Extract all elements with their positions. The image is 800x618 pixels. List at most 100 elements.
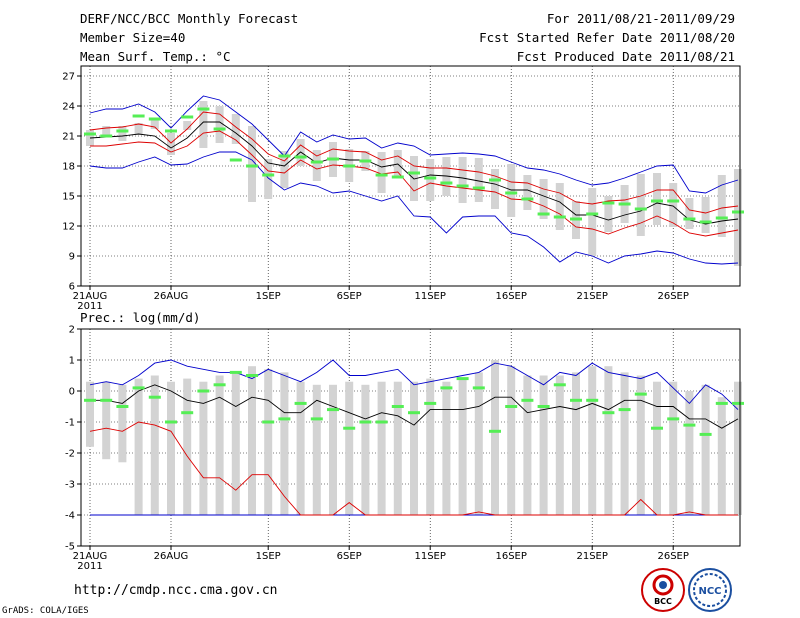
x-tick-label: 6SEP — [337, 551, 362, 562]
member-size: Member Size=40 — [80, 30, 186, 45]
spread-bar — [734, 169, 742, 266]
spread-bar — [491, 169, 499, 209]
obs-marker — [197, 107, 210, 111]
obs-marker — [294, 155, 307, 159]
obs-marker — [489, 178, 501, 182]
obs-marker — [715, 401, 728, 405]
bcc-logo: BCC — [641, 568, 685, 612]
plot-frame — [80, 65, 741, 287]
spread-bar — [312, 150, 321, 181]
obs-marker — [165, 420, 177, 424]
obs-marker — [667, 199, 680, 203]
obs-marker — [440, 386, 453, 390]
obs-marker — [343, 426, 356, 430]
y-tick-label: 0 — [69, 387, 75, 398]
spread-bar — [199, 101, 208, 148]
obs-marker — [651, 426, 663, 430]
y-tick-label: -1 — [65, 418, 75, 429]
obs-marker — [278, 154, 291, 158]
spread-bar — [248, 126, 256, 202]
obs-marker — [553, 383, 566, 387]
x-tick-label: 1SEP — [256, 551, 281, 562]
spread-bar — [572, 372, 580, 515]
obs-marker — [148, 395, 161, 399]
y-tick-label: -5 — [65, 542, 75, 553]
x-tick-label: 26AUG — [154, 551, 189, 562]
obs-marker — [359, 420, 372, 424]
spread-bar — [118, 384, 127, 463]
spread-bar — [329, 384, 337, 515]
obs-marker — [327, 157, 339, 161]
spread-bar — [717, 175, 726, 237]
spread-bar — [701, 384, 710, 515]
spread-bar — [150, 119, 159, 129]
obs-marker — [197, 389, 210, 393]
spread-bar — [280, 372, 289, 515]
max-line — [89, 359, 739, 410]
x-tick-label: 11SEP — [414, 551, 445, 562]
obs-marker — [213, 127, 226, 131]
obs-marker — [521, 398, 534, 402]
spread-bar — [523, 175, 532, 210]
spread-bar — [604, 366, 613, 515]
spread-bar — [442, 157, 451, 196]
spread-bar — [264, 369, 273, 515]
obs-marker — [651, 199, 663, 203]
obs-marker — [262, 420, 275, 424]
obs-marker — [132, 386, 145, 390]
spread-bar — [377, 381, 386, 515]
spread-bar — [393, 150, 402, 176]
obs-marker — [391, 405, 404, 408]
obs-marker — [732, 210, 744, 214]
obs-marker — [489, 429, 501, 433]
obs-marker — [100, 398, 113, 402]
obs-marker — [667, 417, 680, 421]
x-tick-label: 16SEP — [495, 291, 526, 302]
obs-marker — [699, 432, 712, 436]
obs-marker — [586, 212, 599, 216]
obs-marker — [343, 164, 356, 168]
spread-bar — [734, 381, 742, 515]
year-label: 2011 — [77, 561, 102, 572]
spread-bar — [199, 381, 208, 515]
obs-marker — [278, 417, 291, 421]
spread-bar — [442, 381, 451, 515]
spread-bar — [474, 372, 483, 515]
obs-marker — [505, 191, 518, 195]
x-tick-label: 26SEP — [657, 291, 688, 302]
y-tick-label: 27 — [62, 72, 75, 83]
obs-marker — [618, 202, 631, 206]
spread-bar — [296, 381, 305, 515]
obs-marker — [246, 374, 258, 377]
spread-bar — [167, 133, 175, 155]
spread-bar — [215, 106, 224, 143]
source-url[interactable]: http://cmdp.ncc.cma.gov.cn — [74, 583, 278, 598]
obs-marker — [84, 132, 96, 136]
obs-marker — [213, 383, 226, 387]
x-tick-label: 1SEP — [256, 291, 281, 302]
spread-bar — [280, 151, 289, 188]
obs-marker — [424, 176, 437, 180]
spread-bar — [653, 173, 661, 225]
spread-bar — [636, 174, 645, 236]
x-tick-label: 21AUG — [73, 551, 108, 562]
y-tick-label: -2 — [65, 449, 75, 460]
spread-bar — [150, 375, 159, 515]
lower-sd-line — [90, 130, 739, 237]
lower-sd-line — [89, 421, 738, 516]
obs-marker — [116, 129, 129, 133]
y-tick-label: -4 — [65, 511, 75, 522]
y-tick-label: 2 — [69, 325, 75, 336]
obs-marker — [570, 398, 582, 402]
obs-marker — [440, 181, 453, 185]
spread-bar — [474, 158, 483, 202]
obs-marker — [618, 408, 631, 412]
spread-bar — [377, 152, 386, 193]
obs-marker — [246, 164, 258, 168]
obs-marker — [100, 134, 113, 138]
obs-marker — [699, 220, 712, 224]
y-tick-label: 24 — [62, 102, 75, 113]
forecast-period: For 2011/08/21-2011/09/29 — [546, 11, 735, 26]
obs-marker — [683, 217, 696, 221]
